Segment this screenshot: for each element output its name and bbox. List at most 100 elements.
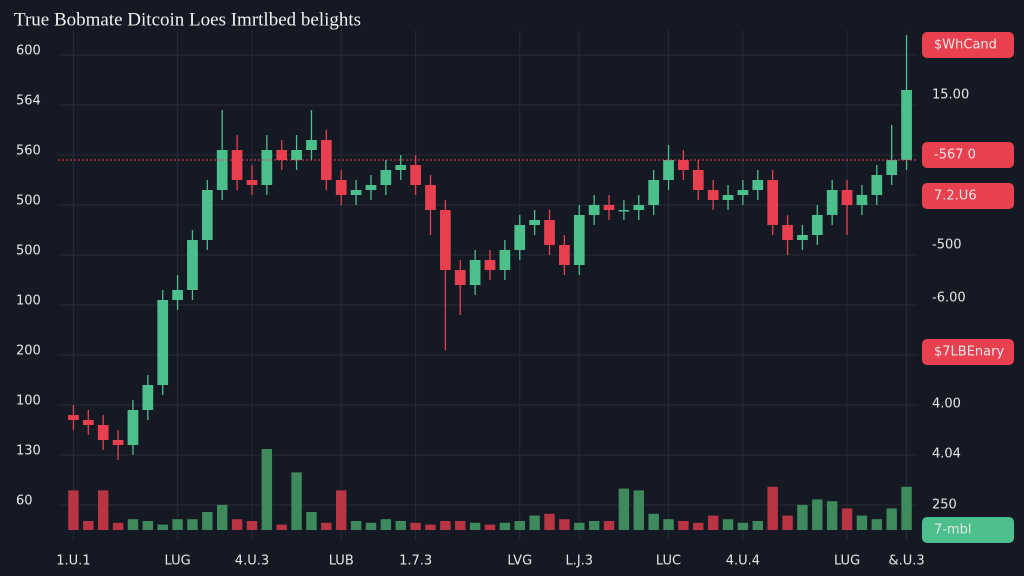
candle-body xyxy=(797,235,808,240)
right-axis-label: 250 xyxy=(932,498,957,513)
x-tick-label: LUB xyxy=(329,554,354,569)
y-tick-label: 60 xyxy=(16,494,33,509)
volume-bar xyxy=(722,519,734,530)
volume-bar xyxy=(202,512,213,530)
volume-bar xyxy=(871,519,883,530)
volume-bar xyxy=(544,513,555,530)
volume-bar xyxy=(142,521,154,530)
right-axis-label: 4.00 xyxy=(932,397,961,412)
y-tick-label: 560 xyxy=(16,144,41,159)
volume-bar xyxy=(350,521,362,530)
volume-bar xyxy=(707,515,719,530)
volume-bar xyxy=(187,519,198,530)
candle-body xyxy=(678,160,689,170)
volume-bar xyxy=(484,524,496,530)
chart-title: True Bobmate Ditcoin Loes Imrtlbed belig… xyxy=(14,9,361,30)
x-tick-label: 4.U.3 xyxy=(235,554,269,569)
x-tick-label: LUG xyxy=(834,554,860,569)
y-tick-label: 600 xyxy=(16,44,41,59)
volume-bar xyxy=(737,522,749,530)
candle-body xyxy=(440,210,451,270)
volume-bar xyxy=(172,519,183,530)
volume-bar xyxy=(633,490,644,530)
volume-bar xyxy=(425,524,436,530)
candle-body xyxy=(82,420,94,425)
right-axis-label: 15.00 xyxy=(932,88,969,103)
y-tick-label: 500 xyxy=(16,194,41,209)
volume-bar xyxy=(395,521,406,530)
volume-bar xyxy=(901,486,912,530)
right-axis-label: -500 xyxy=(932,238,962,253)
candle-body xyxy=(231,150,243,180)
candle-body xyxy=(216,150,228,190)
price-badge xyxy=(922,32,1014,58)
candle-body xyxy=(410,165,421,185)
volume-bar xyxy=(291,472,302,530)
candle-body xyxy=(499,250,511,270)
x-tick-label: LUC xyxy=(656,554,681,569)
candle-body xyxy=(276,150,288,160)
y-tick-label: 200 xyxy=(16,344,41,359)
candle-body xyxy=(127,410,139,445)
volume-bar xyxy=(499,522,511,530)
candle-body xyxy=(722,195,734,200)
y-tick-label: 130 xyxy=(16,444,41,459)
candle-body xyxy=(856,195,868,205)
right-axis-label: $WhCand xyxy=(934,38,997,53)
volume-bar xyxy=(767,486,778,530)
candle-body xyxy=(395,165,407,170)
candle-body xyxy=(707,190,719,200)
candle-body xyxy=(618,210,630,212)
candle-body xyxy=(261,150,273,185)
candle-body xyxy=(306,140,317,150)
candle-body xyxy=(514,225,526,250)
candle-body xyxy=(68,415,79,420)
x-tick-label: LUG xyxy=(164,554,190,569)
right-axis-label: -567 0 xyxy=(934,148,976,163)
candle-body xyxy=(454,270,466,285)
volume-bar xyxy=(841,508,853,530)
candle-body xyxy=(603,205,615,210)
volume-bar xyxy=(157,524,168,530)
volume-bar xyxy=(410,522,421,530)
volume-bar xyxy=(246,521,258,530)
candle-body xyxy=(692,170,704,190)
candle-body xyxy=(157,300,169,385)
candle-body xyxy=(97,425,109,440)
candle-body xyxy=(901,90,912,160)
candle-body xyxy=(529,220,540,225)
volume-bar xyxy=(455,521,466,530)
volume-bar xyxy=(440,521,451,530)
volume-bar xyxy=(83,521,94,530)
price-badge xyxy=(922,339,1014,365)
candle-body xyxy=(201,190,213,240)
volume-bar xyxy=(618,488,630,530)
volume-bar xyxy=(112,522,124,530)
candle-body xyxy=(187,240,198,290)
volume-bar xyxy=(588,521,600,530)
x-tick-label: L.J.3 xyxy=(565,554,593,569)
candle-body xyxy=(246,180,258,185)
x-tick-label: 1.7.3 xyxy=(399,554,432,569)
volume-bar xyxy=(693,522,704,530)
x-tick-label: 1.U.1 xyxy=(56,554,90,569)
x-tick-label: 4.U.4 xyxy=(726,554,760,569)
volume-bar xyxy=(380,519,392,530)
candle-body xyxy=(425,185,436,210)
volume-bar xyxy=(603,521,615,530)
right-axis-label: 7-mbl xyxy=(934,523,972,538)
candle-body xyxy=(544,220,555,245)
candle-body xyxy=(767,180,779,225)
candle-body xyxy=(112,440,124,445)
candle-body xyxy=(172,290,183,300)
volume-bar xyxy=(514,521,525,530)
volume-bar xyxy=(559,519,570,530)
volume-bar xyxy=(217,504,228,530)
volume-bar xyxy=(231,519,243,530)
y-tick-label: 500 xyxy=(16,244,41,259)
candle-body xyxy=(633,205,645,210)
candle-body xyxy=(291,150,302,160)
x-tick-label: LVG xyxy=(507,554,532,569)
